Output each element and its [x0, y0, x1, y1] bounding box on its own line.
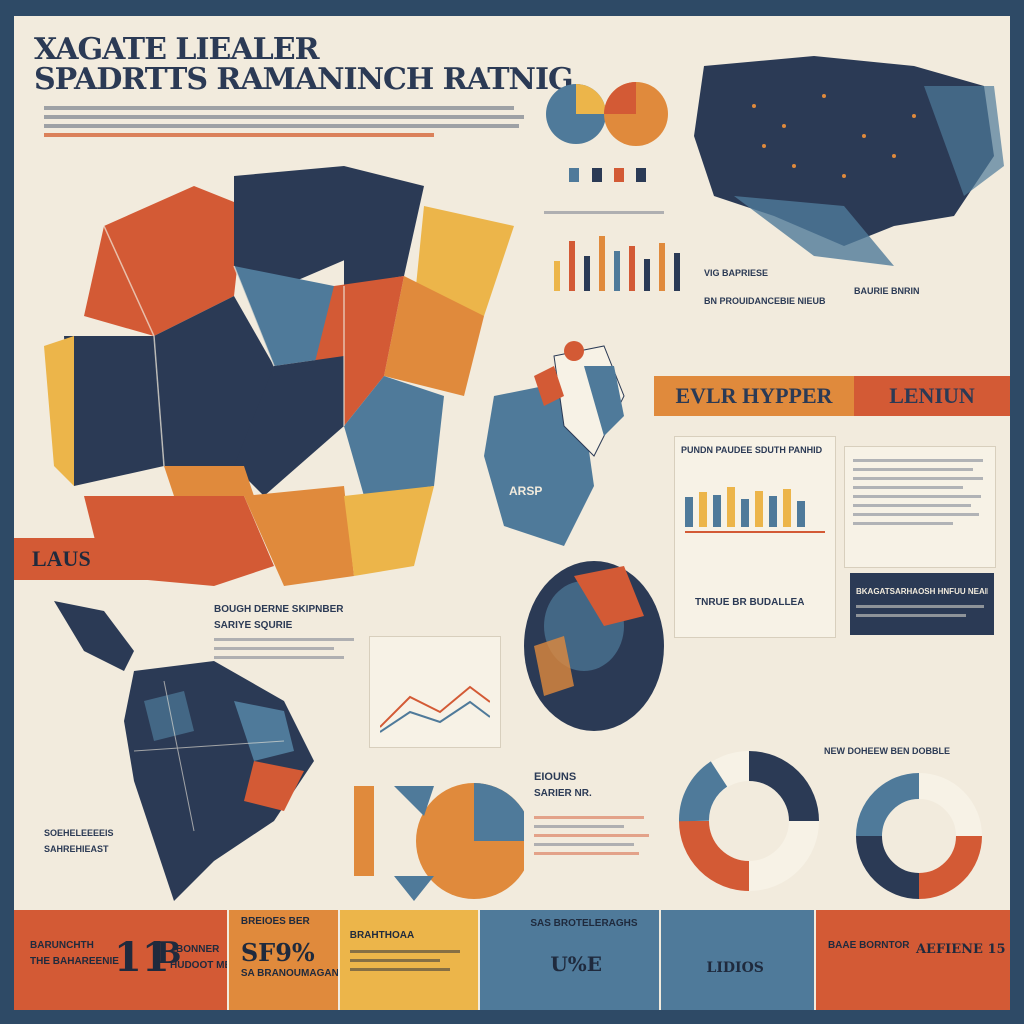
- mid-list-heading: BOUGH DERNE SKIPNBER: [214, 604, 344, 615]
- bottom-p4-top: SAS BROTELERAGHS: [530, 918, 638, 929]
- intro-text-block: [44, 106, 524, 142]
- right-donut-chart-1: [679, 751, 819, 891]
- south-america-map: [54, 601, 314, 901]
- center-chart-heading: PUNDN PAUDEE SDUTH PANHID: [681, 445, 823, 455]
- center-globe-map: [484, 341, 625, 546]
- title-line-1: XAGATE LIEALER: [34, 32, 320, 67]
- mid-list-rows: [214, 638, 364, 665]
- bottom-p5-big: LIDIOS: [706, 960, 764, 976]
- us-caption-2: BN PROUIDANCEBIE NIEUB: [704, 296, 826, 306]
- line-chart-sketch: [380, 685, 490, 733]
- red-band: LENIUN: [854, 376, 1010, 416]
- center-bottom-rows: [534, 816, 654, 861]
- right-text-panel: [844, 446, 996, 568]
- bottom-p1-small1: BARUNCHTH: [30, 940, 94, 951]
- center-left-card: [369, 636, 501, 748]
- dark-heading-box: BKAGATSARHAOSH HNFUU NEAIEAR: [850, 573, 994, 635]
- dark-box-heading: BKAGATSARHAOSH HNFUU NEAIEAR: [856, 587, 988, 596]
- infographic-poster: XAGATE LIEALER SPADRTTS RAMANINCH RATNIG…: [14, 16, 1010, 1010]
- center-bar-chart: [685, 487, 825, 533]
- center-list-heading: TNRUE BR BUDALLEA: [695, 597, 805, 608]
- left-small-sub: SAHREHIEAST: [44, 844, 109, 854]
- bottom-strip: BARUNCHTH THE BAHAREENIE 11 B BONNER HUD…: [14, 910, 1010, 1010]
- us-caption-3: BAURIE BNRIN: [854, 286, 920, 296]
- us-caption-1: VIG BAPRIESE: [704, 268, 769, 278]
- bottom-p1-big: 11: [114, 934, 170, 981]
- center-small-heading: EIOUNS: [534, 771, 577, 783]
- bottom-panel-6: BAAE BORNTOR AEFIENE 15: [815, 910, 1010, 1010]
- bottom-p2-top: BREIOES BER: [240, 916, 310, 927]
- bottom-panel-5: LIDIOS: [660, 910, 816, 1010]
- bottom-p2-sub: SA BRANOUMAGAN: [240, 968, 339, 979]
- center-circle-chart: [354, 783, 524, 901]
- bottom-p1-right1: BONNER: [176, 944, 220, 955]
- bottom-panel-3: BRAHTHOAA: [339, 910, 481, 1010]
- round-region-map: [524, 561, 664, 731]
- map-label: ARSP: [509, 484, 543, 498]
- title-line-2: SPADRTTS RAMANINCH RATNIG: [34, 62, 574, 97]
- bottom-p3-top: BRAHTHOAA: [349, 930, 415, 941]
- bottom-p6-right: AEFIENE 15: [915, 942, 1006, 957]
- right-chart-heading: NEW DOHEEW BEN DOBBLE: [824, 746, 950, 756]
- side-tab-label: LAUS: [14, 538, 154, 580]
- bottom-p4-big: U%E: [550, 952, 603, 976]
- bottom-panel-2: BREIOES BER SF9% SA BRANOUMAGAN: [228, 910, 340, 1010]
- us-region-map: [694, 56, 1004, 266]
- left-small-heading: SOEHELEEEEIS: [44, 828, 114, 838]
- bottom-panel-1: BARUNCHTH THE BAHAREENIE 11 B BONNER HUD…: [14, 910, 229, 1010]
- bottom-p6-small: BAAE BORNTOR: [827, 940, 910, 951]
- center-chart-panel: PUNDN PAUDEE SDUTH PANHID TNRUE BR BUDAL…: [674, 436, 836, 638]
- bottom-p1-mid: B: [156, 936, 182, 971]
- center-small-sub: SARIER NR.: [534, 788, 592, 799]
- large-region-map: [44, 166, 514, 586]
- top-center-bar-chart: [554, 236, 680, 291]
- bottom-p1-right2: HUDOOT MEN: [170, 960, 227, 971]
- top-center-text: [544, 211, 684, 220]
- orange-band: EVLR HYPPER: [654, 376, 854, 416]
- bottom-panel-4: SAS BROTELERAGHS U%E: [480, 910, 661, 1010]
- top-pie-chart: [546, 82, 668, 182]
- mid-list-sub: SARIYE SQURIE: [214, 620, 293, 631]
- bottom-p2-big: SF9%: [240, 938, 315, 967]
- right-donut-chart-2: [856, 773, 982, 899]
- bottom-p1-small2: THE BAHAREENIE: [30, 956, 119, 967]
